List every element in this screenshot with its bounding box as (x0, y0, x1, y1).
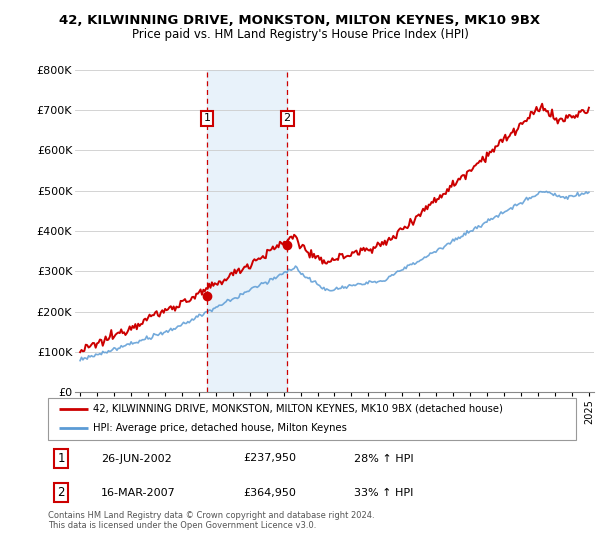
Text: 42, KILWINNING DRIVE, MONKSTON, MILTON KEYNES, MK10 9BX (detached house): 42, KILWINNING DRIVE, MONKSTON, MILTON K… (93, 404, 503, 414)
Text: 33% ↑ HPI: 33% ↑ HPI (354, 488, 413, 498)
Text: 1: 1 (58, 452, 65, 465)
Bar (207, 70, 287, 392)
Text: £364,950: £364,950 (244, 488, 296, 498)
Text: HPI: Average price, detached house, Milton Keynes: HPI: Average price, detached house, Milt… (93, 423, 347, 433)
Text: Contains HM Land Registry data © Crown copyright and database right 2024.
This d: Contains HM Land Registry data © Crown c… (48, 511, 374, 530)
Text: 42, KILWINNING DRIVE, MONKSTON, MILTON KEYNES, MK10 9BX: 42, KILWINNING DRIVE, MONKSTON, MILTON K… (59, 14, 541, 27)
Text: 2: 2 (58, 486, 65, 499)
Text: Price paid vs. HM Land Registry's House Price Index (HPI): Price paid vs. HM Land Registry's House … (131, 28, 469, 41)
Text: 2: 2 (284, 113, 291, 123)
Text: £237,950: £237,950 (244, 454, 296, 464)
Text: 28% ↑ HPI: 28% ↑ HPI (354, 454, 414, 464)
Text: 1: 1 (203, 113, 211, 123)
Text: 26-JUN-2002: 26-JUN-2002 (101, 454, 172, 464)
Text: 16-MAR-2007: 16-MAR-2007 (101, 488, 176, 498)
FancyBboxPatch shape (48, 398, 576, 440)
